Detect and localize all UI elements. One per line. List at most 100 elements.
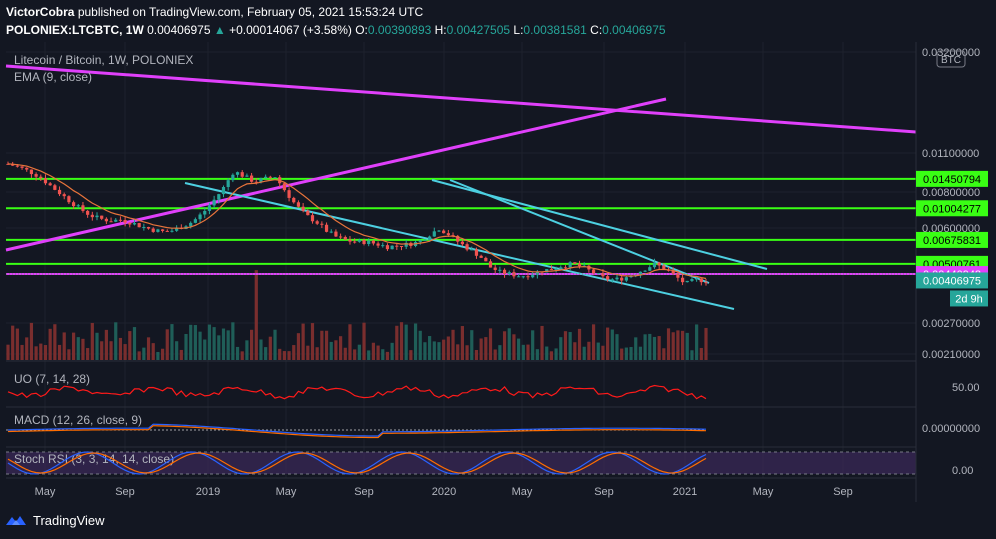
- candle-body: [376, 243, 380, 246]
- candle-body: [367, 240, 371, 244]
- candle-body: [193, 219, 197, 223]
- candle-body: [395, 245, 399, 247]
- candle-body: [498, 269, 502, 271]
- volume-bar: [231, 322, 235, 360]
- volume-bar: [591, 324, 596, 360]
- x-tick-label: Sep: [115, 486, 135, 498]
- volume-bar: [502, 331, 507, 360]
- candle-body: [212, 199, 216, 206]
- time-axis: May Sep 2019 May Sep 2020 May Sep 2021 May Sep: [35, 486, 853, 498]
- volume-bar: [582, 346, 586, 360]
- volume-bar: [254, 270, 258, 360]
- candle-body: [362, 239, 366, 244]
- tradingview-brand[interactable]: TradingView: [33, 513, 105, 528]
- volume-bar: [142, 347, 146, 360]
- volume-bar: [671, 332, 675, 360]
- volume-bar: [67, 349, 71, 360]
- volume-bar: [456, 344, 460, 360]
- candle-body: [695, 278, 699, 280]
- volume-bar: [29, 322, 34, 360]
- volume-bar: [657, 336, 661, 360]
- volume-bar: [175, 341, 179, 360]
- price-chart[interactable]: Litecoin / Bitcoin, 1W, POLONIEX EMA (9,…: [0, 42, 996, 502]
- candle-body: [62, 194, 66, 197]
- volume-bar: [704, 327, 708, 360]
- candle-body: [123, 219, 127, 223]
- macd-level-label: 0.00000000: [922, 423, 980, 435]
- candle-body: [235, 172, 240, 175]
- volume-bar: [488, 328, 493, 360]
- x-tick-label: 2020: [432, 486, 456, 498]
- low-value: 0.00381581: [523, 23, 587, 37]
- volume-bar: [306, 345, 310, 360]
- volume-bar: [282, 351, 286, 360]
- chart-header: VictorCobra published on TradingView.com…: [0, 0, 996, 40]
- candle-body: [118, 219, 123, 221]
- volume-bar: [315, 347, 319, 360]
- low-label: L:: [513, 23, 524, 37]
- candle-body: [339, 236, 343, 238]
- volume-bar: [76, 337, 80, 360]
- candle-body: [109, 221, 113, 223]
- volume-bar: [540, 325, 544, 360]
- candle-body: [39, 176, 43, 179]
- volume-bar: [629, 347, 633, 360]
- candle-body: [15, 165, 19, 167]
- horizontal-levels: [6, 177, 916, 276]
- publisher-name: VictorCobra: [6, 5, 75, 19]
- candle-body: [615, 277, 619, 280]
- symbol-label: POLONIEX:LTCBTC, 1W: [6, 23, 144, 37]
- candle-body: [680, 277, 685, 283]
- volume-bar: [643, 334, 647, 360]
- candle-body: [554, 268, 558, 271]
- x-tick-label: Sep: [354, 486, 374, 498]
- candle-body: [264, 176, 268, 179]
- volume-bar: [680, 330, 685, 360]
- candle-body: [446, 233, 450, 236]
- volume-bar: [606, 327, 610, 360]
- currency-badge[interactable]: [936, 50, 966, 68]
- volume-bar: [43, 345, 48, 360]
- published-text: published on TradingView.com, February 0…: [77, 5, 424, 19]
- volume-bar: [695, 324, 699, 360]
- candle-body: [324, 224, 329, 232]
- candle-body: [442, 230, 446, 234]
- candle-body: [577, 263, 582, 267]
- volume-bar: [109, 341, 113, 360]
- volume-bar: [615, 334, 619, 360]
- candle-body: [95, 215, 99, 218]
- uo-level-label: 50.00: [952, 382, 980, 394]
- candle-body: [151, 228, 155, 232]
- volume-bar: [470, 330, 474, 360]
- candle-body: [315, 221, 319, 224]
- candle-body: [81, 205, 85, 211]
- volume-bar: [95, 332, 99, 360]
- volume-bar: [596, 342, 600, 360]
- volume-bar: [531, 330, 535, 360]
- x-tick-label: 2021: [673, 486, 697, 498]
- candle-body: [456, 235, 460, 242]
- x-tick-label: Sep: [594, 486, 614, 498]
- volume-bar: [409, 350, 413, 360]
- candle-body: [399, 246, 404, 248]
- volume-bar: [343, 347, 347, 360]
- candle-body: [226, 180, 230, 188]
- currency-badge-label: BTC: [941, 55, 961, 66]
- candle-body: [488, 261, 493, 268]
- tradingview-logo-icon[interactable]: [6, 513, 30, 529]
- candle-body: [470, 249, 474, 251]
- candle-body: [165, 230, 169, 232]
- candle-body: [217, 194, 221, 200]
- candle-body: [306, 210, 310, 216]
- macd-legend: MACD (12, 26, close, 9): [14, 413, 142, 427]
- cyan-wedge-lower-line: [184, 182, 735, 310]
- volume-bar: [563, 331, 568, 360]
- last-price: 0.00406975: [147, 23, 211, 37]
- volume-bar: [568, 332, 572, 360]
- candle-body: [676, 273, 680, 278]
- volume-bar: [165, 329, 169, 360]
- candle-body: [418, 240, 422, 242]
- price-axis: 0.032000000.011000000.008000000.00600000…: [916, 47, 988, 361]
- volume-bar: [554, 348, 558, 360]
- macd-signal-line: [7, 425, 707, 439]
